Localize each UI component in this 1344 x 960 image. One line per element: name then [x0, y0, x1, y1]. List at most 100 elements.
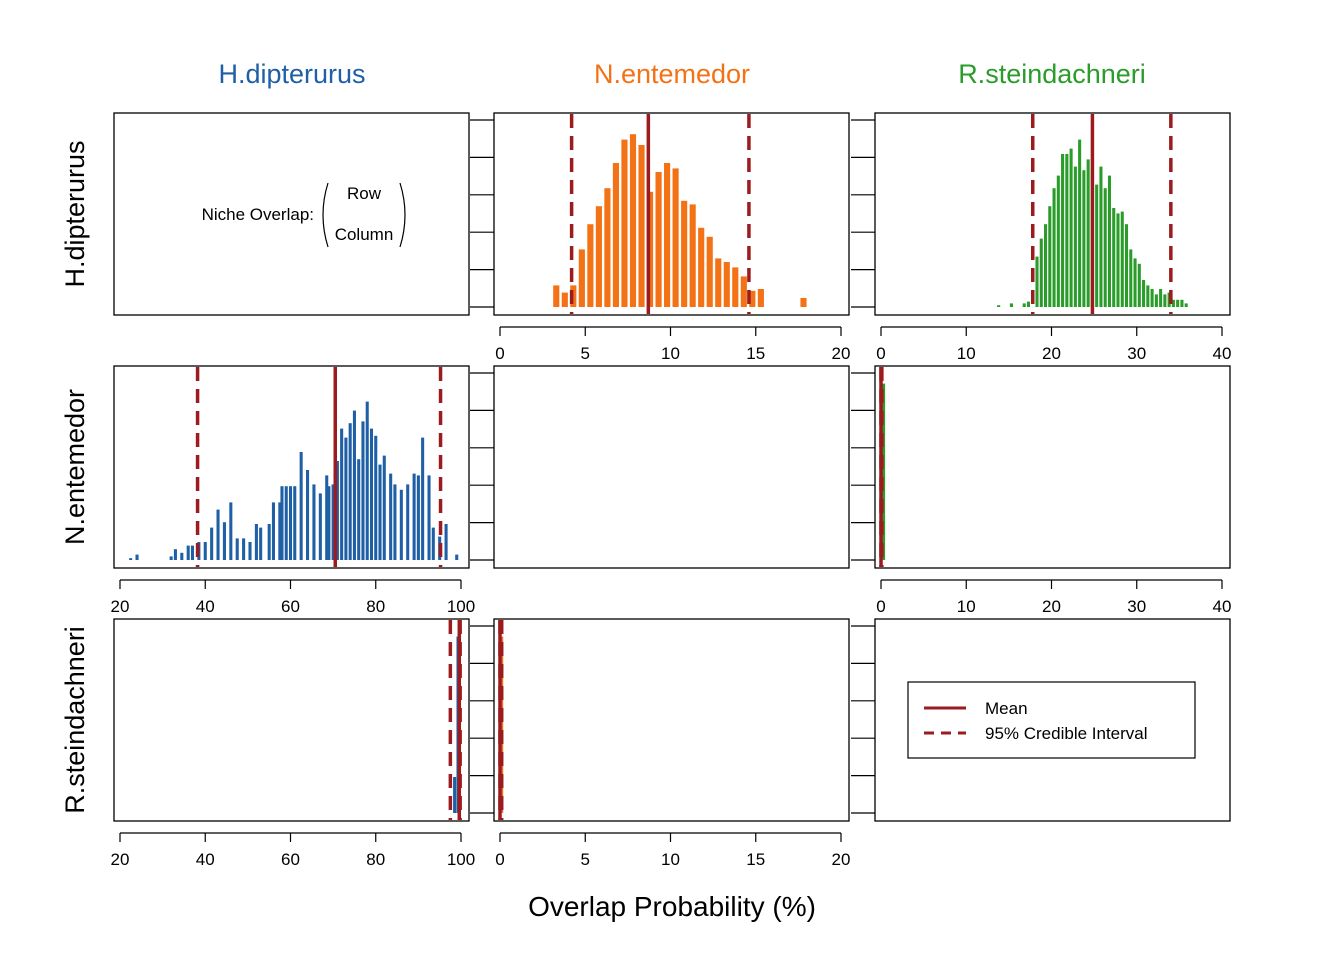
histogram-bar [1150, 289, 1154, 307]
histogram-bar [715, 258, 722, 307]
histogram-bar [1133, 258, 1137, 307]
histogram-bar [1154, 294, 1158, 307]
legend-mean-label: Mean [985, 699, 1028, 718]
histogram-bar [453, 777, 457, 813]
histogram-bar [325, 475, 329, 560]
histogram-bar [1022, 303, 1026, 307]
histogram-bar [169, 556, 173, 560]
histogram-bar [1048, 206, 1052, 307]
histogram-bar [299, 452, 303, 560]
panel-frame [113, 112, 470, 316]
histogram-bar [455, 554, 459, 560]
x-tick-label: 20 [111, 597, 130, 616]
histogram-bar [1026, 301, 1031, 307]
histogram-bar [1112, 208, 1116, 307]
histogram-bar [229, 502, 233, 560]
note-prefix: Niche Overlap: [202, 205, 314, 224]
histogram-bar [129, 558, 133, 560]
column-title-h-dipterurus: H.dipterurus [218, 59, 365, 89]
histogram-bar [399, 489, 403, 560]
histogram-bar [365, 401, 369, 560]
x-tick-label: 60 [281, 597, 300, 616]
panel-0: 0 5 10 15 20 [495, 114, 850, 363]
row-title-n-entemedor: N.entemedor [60, 389, 90, 545]
panel-frame [874, 365, 1231, 569]
histogram-bar [1039, 238, 1043, 307]
histogram-bar [1107, 175, 1112, 307]
x-tick-label: 40 [196, 597, 215, 616]
note-denominator: Column [335, 225, 394, 244]
histogram-bar [1078, 139, 1082, 307]
panel-2: 20 40 60 80 100 [111, 367, 475, 616]
histogram-bar [412, 473, 416, 560]
legend-box [907, 681, 1196, 759]
histogram-bar [271, 502, 275, 560]
panel-3: 0 10 20 30 40 [876, 367, 1231, 616]
histogram-bar [374, 435, 378, 560]
x-tick-label: 30 [1127, 597, 1146, 616]
x-tick-label: 20 [111, 850, 130, 869]
histogram-bar [331, 484, 335, 560]
histogram-bar [393, 484, 397, 560]
x-tick-label: 10 [957, 344, 976, 363]
x-tick-label: 100 [447, 850, 475, 869]
histogram-bar [723, 262, 730, 307]
histogram-bar [1099, 166, 1103, 307]
x-tick-label: 5 [581, 850, 590, 869]
histogram-bar [421, 437, 425, 560]
histogram-bar [327, 486, 331, 560]
histogram-bar [280, 486, 284, 560]
legend: Mean 95% Credible Interval [907, 681, 1196, 759]
x-tick-label: 0 [876, 344, 885, 363]
panel-frame [113, 365, 470, 569]
histogram-bar [740, 276, 747, 307]
histogram-bar [186, 545, 190, 560]
histogram-bar [416, 475, 420, 560]
histogram-bar [173, 549, 177, 560]
legend-interval-label: 95% Credible Interval [985, 724, 1148, 743]
histogram-bar [1065, 154, 1069, 307]
histogram-bar [259, 527, 263, 560]
histogram-bar [278, 502, 282, 560]
x-tick-label: 10 [661, 850, 680, 869]
histogram-bar [190, 545, 194, 560]
histogram-bar [553, 285, 560, 307]
histogram-bar [180, 552, 184, 560]
histogram-bar [732, 267, 739, 307]
histogram-bar [210, 527, 214, 560]
histogram-bar [306, 470, 310, 560]
histogram-bar [1129, 249, 1133, 307]
histogram-bar [1116, 213, 1120, 307]
panel-frame [874, 112, 1231, 316]
histogram-bar [135, 554, 139, 560]
histogram-bar [706, 236, 713, 307]
x-tick-label: 0 [495, 344, 504, 363]
histogram-bar [1009, 303, 1013, 307]
histogram-bar [595, 206, 602, 307]
x-tick-label: 20 [1042, 597, 1061, 616]
histogram-bar [1052, 188, 1056, 307]
x-tick-label: 80 [366, 850, 385, 869]
left-paren [322, 182, 329, 248]
panel-4: 20 40 60 80 100 [111, 620, 475, 869]
histogram-bar [222, 522, 226, 560]
histogram-bar [1035, 256, 1039, 307]
x-tick-label: 80 [366, 597, 385, 616]
histogram-bar [997, 305, 1001, 307]
x-tick-label: 20 [832, 850, 851, 869]
panel-frame [874, 618, 1231, 822]
panel-frame [493, 618, 850, 822]
histogram-bar [561, 292, 568, 307]
panel-frame [493, 365, 850, 569]
histogram-bar [216, 509, 220, 560]
x-tick-label: 10 [957, 597, 976, 616]
panel-frame [493, 112, 850, 316]
histogram-bar [1095, 184, 1099, 307]
histogram-bar [382, 455, 386, 560]
x-tick-label: 40 [196, 850, 215, 869]
histogram-bar [1184, 303, 1188, 307]
histogram-bar [312, 484, 316, 560]
histogram-bar [1103, 188, 1107, 307]
histogram-bar [698, 227, 705, 307]
